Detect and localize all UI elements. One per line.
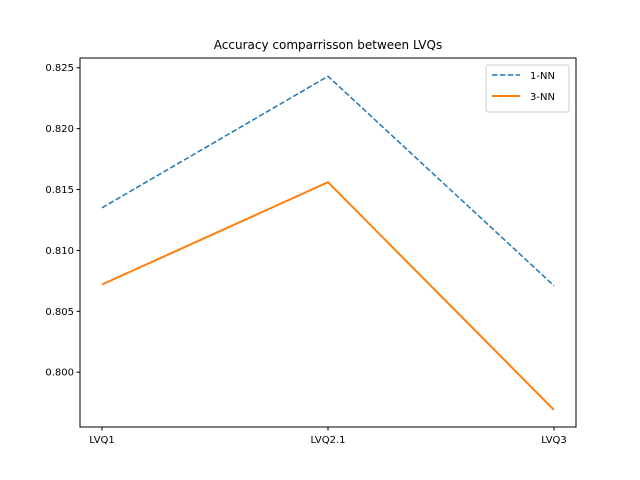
- legend-label: 3-NN: [530, 92, 555, 103]
- y-tick-label: 0.800: [45, 368, 74, 379]
- plot-frame: [79, 57, 577, 428]
- y-tick-label: 0.810: [45, 246, 74, 257]
- legend-label: 1-NN: [530, 71, 555, 82]
- series-layer: [101, 75, 555, 411]
- y-tick-label: 0.825: [45, 63, 74, 74]
- y-tick-label: 0.815: [45, 185, 74, 196]
- x-tick-label: LVQ3: [541, 435, 567, 446]
- series-line-1-nn: [101, 75, 555, 287]
- x-axis: LVQ1 LVQ2.1 LVQ3: [89, 427, 567, 446]
- y-tick-label: 0.820: [45, 124, 74, 135]
- legend-box: [485, 64, 570, 113]
- x-tick-label: LVQ1: [89, 435, 115, 446]
- y-tick-label: 0.805: [45, 307, 74, 318]
- legend: 1-NN 3-NN: [485, 64, 570, 113]
- y-axis: 0.800 0.805 0.810 0.815 0.820 0.825: [45, 63, 80, 379]
- series-line-3-nn: [101, 181, 555, 411]
- chart-title: Accuracy comparrisson between LVQs: [214, 38, 442, 52]
- x-tick-label: LVQ2.1: [310, 435, 345, 446]
